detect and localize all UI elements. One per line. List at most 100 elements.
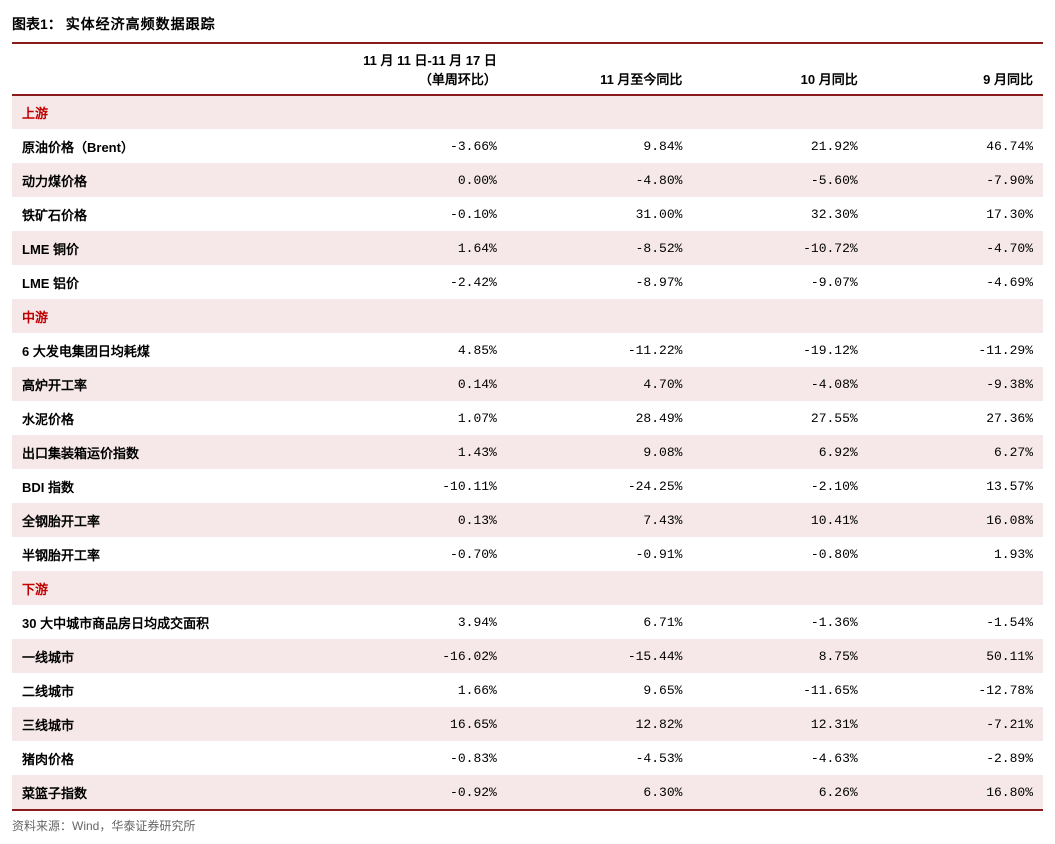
cell	[301, 299, 507, 333]
cell	[301, 571, 507, 605]
row-label: 铁矿石价格	[12, 197, 301, 231]
table-row: 出口集装箱运价指数1.43%9.08%6.92%6.27%	[12, 435, 1043, 469]
table-row: 高炉开工率0.14%4.70%-4.08%-9.38%	[12, 367, 1043, 401]
cell: -4.08%	[692, 367, 867, 401]
cell: -7.90%	[868, 163, 1043, 197]
row-label: LME 铜价	[12, 231, 301, 265]
table-row: LME 铜价1.64%-8.52%-10.72%-4.70%	[12, 231, 1043, 265]
table-row: BDI 指数-10.11%-24.25%-2.10%13.57%	[12, 469, 1043, 503]
row-label: 下游	[12, 571, 301, 605]
cell: 6.71%	[507, 605, 693, 639]
cell: 13.57%	[868, 469, 1043, 503]
table-row: 全钢胎开工率0.13%7.43%10.41%16.08%	[12, 503, 1043, 537]
cell	[868, 299, 1043, 333]
table-row: 水泥价格1.07%28.49%27.55%27.36%	[12, 401, 1043, 435]
title-prefix: 图表1：	[12, 16, 62, 32]
col-header-0	[12, 43, 301, 95]
table-row: 动力煤价格0.00%-4.80%-5.60%-7.90%	[12, 163, 1043, 197]
cell: 9.84%	[507, 129, 693, 163]
cell: 0.13%	[301, 503, 507, 537]
table-row: 三线城市16.65%12.82%12.31%-7.21%	[12, 707, 1043, 741]
cell: -0.10%	[301, 197, 507, 231]
cell: -9.07%	[692, 265, 867, 299]
table-row: 二线城市1.66%9.65%-11.65%-12.78%	[12, 673, 1043, 707]
col-header-3: 10 月同比	[692, 43, 867, 95]
row-label: 上游	[12, 95, 301, 129]
row-label: 半钢胎开工率	[12, 537, 301, 571]
cell	[868, 95, 1043, 129]
data-table: 11 月 11 日-11 月 17 日（单周环比）11 月至今同比10 月同比9…	[12, 42, 1043, 809]
cell: -0.91%	[507, 537, 693, 571]
cell	[301, 95, 507, 129]
cell	[507, 95, 693, 129]
row-label: 水泥价格	[12, 401, 301, 435]
table-row: 铁矿石价格-0.10%31.00%32.30%17.30%	[12, 197, 1043, 231]
cell: 16.80%	[868, 775, 1043, 809]
row-label: 一线城市	[12, 639, 301, 673]
cell: -11.65%	[692, 673, 867, 707]
cell: -0.92%	[301, 775, 507, 809]
row-label: 三线城市	[12, 707, 301, 741]
cell: -15.44%	[507, 639, 693, 673]
section-row: 中游	[12, 299, 1043, 333]
section-row: 上游	[12, 95, 1043, 129]
cell: -19.12%	[692, 333, 867, 367]
cell: 17.30%	[868, 197, 1043, 231]
cell: 27.55%	[692, 401, 867, 435]
cell: -1.36%	[692, 605, 867, 639]
row-label: 6 大发电集团日均耗煤	[12, 333, 301, 367]
table-row: 30 大中城市商品房日均成交面积3.94%6.71%-1.36%-1.54%	[12, 605, 1043, 639]
cell	[868, 571, 1043, 605]
cell	[507, 571, 693, 605]
title-text: 实体经济高频数据跟踪	[66, 16, 216, 32]
table-row: 菜篮子指数-0.92%6.30%6.26%16.80%	[12, 775, 1043, 809]
cell: -1.54%	[868, 605, 1043, 639]
cell: 12.31%	[692, 707, 867, 741]
cell: 8.75%	[692, 639, 867, 673]
cell: 21.92%	[692, 129, 867, 163]
row-label: 动力煤价格	[12, 163, 301, 197]
cell: 28.49%	[507, 401, 693, 435]
cell: 32.30%	[692, 197, 867, 231]
table-row: 原油价格（Brent）-3.66%9.84%21.92%46.74%	[12, 129, 1043, 163]
table-row: 半钢胎开工率-0.70%-0.91%-0.80%1.93%	[12, 537, 1043, 571]
source-footer: 资料来源：Wind，华泰证券研究所	[12, 809, 1043, 834]
cell: 6.26%	[692, 775, 867, 809]
row-label: BDI 指数	[12, 469, 301, 503]
cell: 1.07%	[301, 401, 507, 435]
table-row: 6 大发电集团日均耗煤4.85%-11.22%-19.12%-11.29%	[12, 333, 1043, 367]
cell: -5.60%	[692, 163, 867, 197]
cell	[692, 299, 867, 333]
row-label: 全钢胎开工率	[12, 503, 301, 537]
cell: -3.66%	[301, 129, 507, 163]
cell: -4.63%	[692, 741, 867, 775]
cell: 4.85%	[301, 333, 507, 367]
chart-title: 图表1： 实体经济高频数据跟踪	[12, 10, 1043, 42]
cell: 4.70%	[507, 367, 693, 401]
cell: 12.82%	[507, 707, 693, 741]
row-label: 高炉开工率	[12, 367, 301, 401]
cell	[692, 95, 867, 129]
cell: 1.66%	[301, 673, 507, 707]
cell: 46.74%	[868, 129, 1043, 163]
cell: 6.92%	[692, 435, 867, 469]
section-row: 下游	[12, 571, 1043, 605]
cell: -11.22%	[507, 333, 693, 367]
cell: 27.36%	[868, 401, 1043, 435]
cell: -11.29%	[868, 333, 1043, 367]
col-header-2: 11 月至今同比	[507, 43, 693, 95]
cell: 10.41%	[692, 503, 867, 537]
col-header-4: 9 月同比	[868, 43, 1043, 95]
source-text: 资料来源：Wind，华泰证券研究所	[12, 819, 195, 833]
col-header-1: 11 月 11 日-11 月 17 日（单周环比）	[301, 43, 507, 95]
cell: -4.70%	[868, 231, 1043, 265]
table-row: LME 铝价-2.42%-8.97%-9.07%-4.69%	[12, 265, 1043, 299]
cell: -10.11%	[301, 469, 507, 503]
cell: 16.08%	[868, 503, 1043, 537]
cell: -24.25%	[507, 469, 693, 503]
cell: 6.30%	[507, 775, 693, 809]
cell	[507, 299, 693, 333]
table-row: 一线城市-16.02%-15.44%8.75%50.11%	[12, 639, 1043, 673]
cell: -0.80%	[692, 537, 867, 571]
cell: -2.10%	[692, 469, 867, 503]
